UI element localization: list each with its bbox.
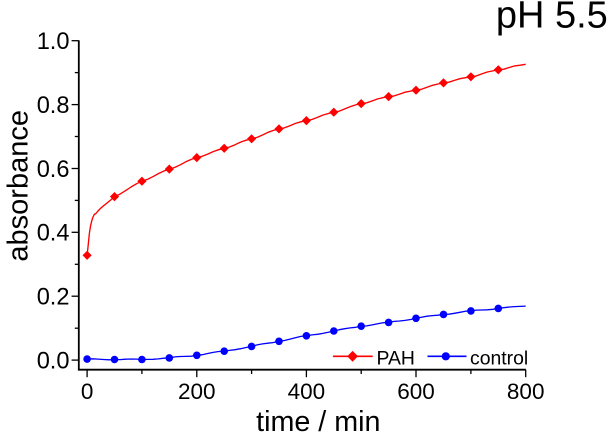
svg-text:0.8: 0.8 xyxy=(37,93,70,119)
svg-text:0.0: 0.0 xyxy=(37,349,70,375)
svg-text:600: 600 xyxy=(397,379,435,404)
svg-text:control: control xyxy=(470,347,528,369)
svg-text:0.6: 0.6 xyxy=(37,157,70,183)
svg-text:absorbance: absorbance xyxy=(3,110,35,262)
svg-text:200: 200 xyxy=(178,379,216,404)
svg-text:PAH: PAH xyxy=(377,347,415,369)
svg-text:400: 400 xyxy=(288,379,326,404)
svg-text:0.2: 0.2 xyxy=(37,285,70,311)
svg-text:0.4: 0.4 xyxy=(37,221,70,247)
svg-text:1.0: 1.0 xyxy=(37,29,70,55)
svg-text:time / min: time / min xyxy=(256,406,380,433)
svg-text:pH 5.5: pH 5.5 xyxy=(496,0,608,37)
svg-text:0: 0 xyxy=(81,379,94,404)
svg-text:800: 800 xyxy=(507,379,545,404)
